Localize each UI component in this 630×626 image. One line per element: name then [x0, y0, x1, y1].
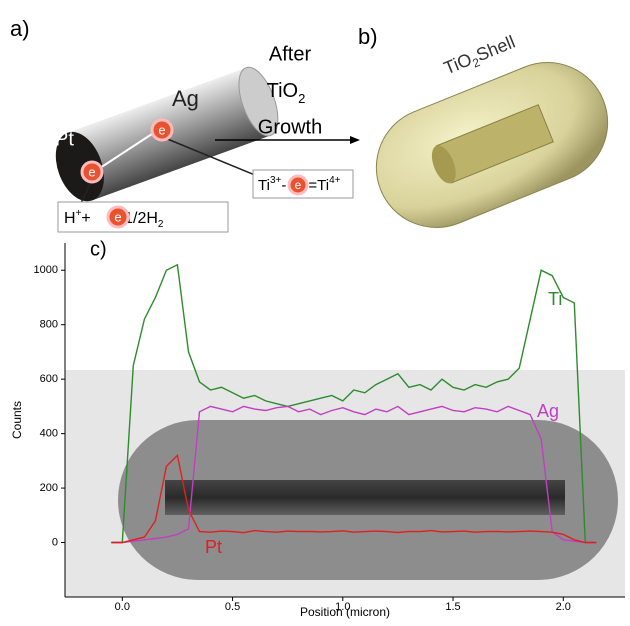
text: +	[76, 208, 82, 219]
y-tick-label: 1000	[34, 264, 58, 276]
arrow-text: TiO2	[267, 80, 306, 106]
text: +	[81, 210, 90, 227]
pt-label: Pt	[55, 128, 74, 150]
text: 3+	[270, 175, 282, 186]
series-line	[111, 405, 597, 544]
text: -	[281, 177, 286, 194]
electron	[106, 205, 130, 229]
arrow-text: After	[269, 43, 312, 65]
x-tick-label: 1.0	[335, 601, 350, 613]
electron-path	[79, 179, 93, 206]
ag-label: Ag	[172, 86, 199, 111]
text: H	[64, 210, 76, 227]
reaction-box	[57, 201, 229, 233]
text: =Ti	[308, 177, 329, 194]
x-tick-label: 1.5	[445, 601, 460, 613]
series-label: Ti	[548, 289, 562, 309]
x-tick-label: 0.5	[225, 601, 240, 613]
series-label: Ag	[537, 401, 559, 421]
x-axis-label: Position (micron)	[300, 605, 390, 619]
shell	[375, 62, 609, 228]
x-tick-label: 0.0	[115, 601, 130, 613]
tem-core	[165, 480, 565, 515]
arrowhead	[350, 136, 360, 144]
y-axis-label: Counts	[10, 401, 24, 439]
y-tick-label: 200	[40, 482, 58, 494]
electron-label: e	[114, 209, 121, 224]
panel-label: a)	[10, 16, 30, 41]
electron	[287, 174, 309, 196]
text: 2	[158, 219, 164, 230]
series-label: Pt	[205, 537, 222, 557]
text: TiO	[441, 49, 475, 78]
electron-label: e	[88, 164, 95, 179]
text: 4+	[329, 175, 341, 186]
electron-path	[99, 131, 156, 169]
text: 2	[298, 91, 305, 106]
electron	[80, 160, 104, 184]
y-tick-label: 600	[40, 373, 58, 385]
text: Ti	[258, 177, 270, 194]
text: TiO	[267, 80, 298, 102]
y-tick-label: 0	[52, 536, 58, 548]
y-tick-label: 400	[40, 428, 58, 440]
series-line	[111, 263, 597, 544]
series-line	[111, 453, 597, 544]
panel-label: c)	[90, 238, 107, 260]
x-tick-label: 2.0	[556, 601, 571, 613]
electron-path	[164, 137, 256, 176]
electron-label: e	[158, 122, 165, 137]
text: Shell	[473, 31, 518, 65]
electron-label: e	[295, 178, 302, 192]
ti-reaction: Ti3+- =Ti4+	[258, 175, 341, 194]
y-tick-label: 800	[40, 319, 58, 331]
text: 2	[471, 55, 483, 71]
arrow-text: Growth	[258, 116, 322, 138]
panel-label: b)	[358, 24, 378, 49]
electron	[150, 118, 174, 142]
